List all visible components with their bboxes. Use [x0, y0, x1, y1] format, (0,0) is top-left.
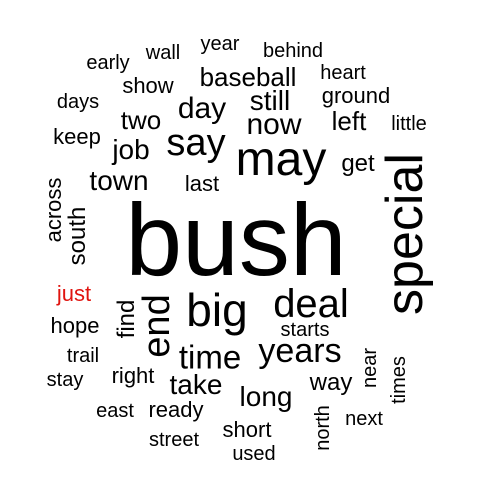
word-time: time	[178, 338, 242, 376]
word-baseball: baseball	[199, 62, 297, 92]
word-south: south	[64, 206, 91, 266]
word-short: short	[222, 417, 272, 442]
word-town: town	[89, 165, 149, 196]
word-ground: ground	[321, 83, 391, 108]
word-left: left	[331, 106, 367, 136]
word-year: year	[200, 33, 240, 55]
word-special: special	[376, 153, 434, 315]
word-take: take	[169, 369, 223, 400]
word-street: street	[148, 429, 200, 451]
word-get: get	[341, 150, 375, 177]
word-big: big	[186, 284, 248, 336]
word-find: find	[113, 299, 140, 339]
word-east: east	[96, 400, 134, 422]
word-stay: stay	[46, 369, 84, 391]
word-keep: keep	[53, 124, 101, 149]
word-show: show	[122, 73, 174, 98]
word-end: end	[136, 294, 178, 358]
word-deal: deal	[273, 282, 349, 326]
word-say: say	[166, 122, 226, 164]
word-next: next	[345, 408, 383, 430]
word-long: long	[239, 381, 293, 412]
word-used: used	[232, 443, 276, 465]
word-wall: wall	[145, 42, 181, 64]
word-little: little	[391, 113, 427, 135]
word-starts: starts	[280, 319, 330, 341]
word-bush: bush	[125, 183, 347, 297]
word-times: times	[388, 356, 410, 404]
word-across: across	[41, 177, 66, 243]
word-may: may	[235, 133, 327, 186]
word-still: still	[249, 85, 291, 116]
word-heart: heart	[320, 62, 366, 84]
word-job: job	[112, 134, 150, 165]
word-day: day	[177, 92, 227, 125]
word-hope: hope	[50, 313, 100, 338]
word-days: days	[56, 91, 100, 113]
word-years: years	[258, 332, 342, 370]
word-right: right	[111, 363, 155, 388]
word-way: way	[309, 369, 353, 396]
word-last: last	[184, 171, 220, 196]
word-two: two	[120, 105, 162, 135]
word-north: north	[312, 405, 334, 451]
word-now: now	[246, 108, 302, 141]
word-early: early	[86, 52, 130, 74]
word-near: near	[359, 347, 381, 389]
word-just: just	[56, 281, 92, 306]
word-trail: trail	[66, 345, 100, 367]
word-ready: ready	[148, 397, 204, 422]
word-behind: behind	[262, 40, 324, 62]
